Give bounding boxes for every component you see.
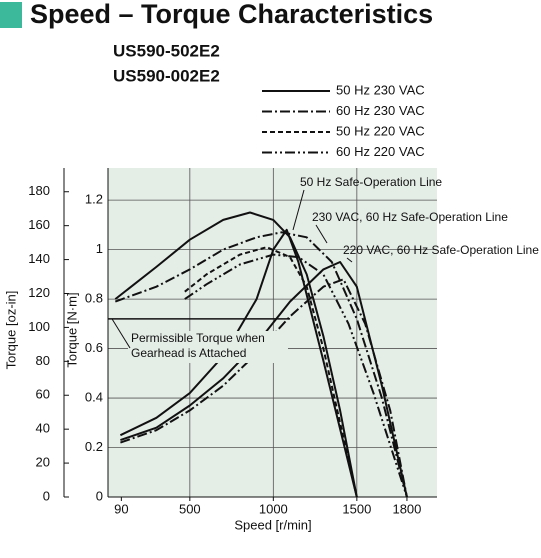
safe-line-label: 230 VAC, 60 Hz Safe-Operation Line xyxy=(312,210,508,224)
x-tick-label: 90 xyxy=(114,501,128,516)
y-tick-label: 0.8 xyxy=(85,291,103,306)
legend-label: 60 Hz 230 VAC xyxy=(336,103,425,118)
y2-tick-label: 120 xyxy=(28,285,50,300)
y-tick-label: 0.4 xyxy=(85,389,103,404)
series-line xyxy=(114,211,358,498)
safe-operation-line xyxy=(120,261,408,498)
leader-line xyxy=(111,318,131,349)
x-tick-label: 1800 xyxy=(392,501,421,516)
y2-tick-label: 40 xyxy=(36,421,50,436)
legend-label: 60 Hz 220 VAC xyxy=(336,144,425,159)
x-tick-label: 500 xyxy=(179,501,201,516)
leader-line xyxy=(315,224,328,244)
series-line xyxy=(184,253,408,498)
y2-tick-label: 140 xyxy=(28,251,50,266)
y2-tick-label: 60 xyxy=(36,387,50,402)
leader-line xyxy=(292,189,305,231)
legend-label: 50 Hz 230 VAC xyxy=(336,82,425,97)
series-line xyxy=(114,231,408,498)
y2-tick-label: 80 xyxy=(36,353,50,368)
y2-tick-label: 20 xyxy=(36,455,50,470)
safe-line-label: 50 Hz Safe-Operation Line xyxy=(300,175,442,189)
annotation: Permissible Torque when xyxy=(131,331,265,345)
safe-operation-line xyxy=(120,278,408,498)
y-tick-label: 1 xyxy=(96,241,103,256)
y2-tick-label: 0 xyxy=(43,488,50,503)
annotation: Gearhead is Attached xyxy=(131,346,246,360)
leader-line xyxy=(346,257,353,263)
y2-tick-label: 100 xyxy=(28,319,50,334)
series-line xyxy=(184,246,358,498)
legend-label: 50 Hz 220 VAC xyxy=(336,123,425,138)
y-axis-label: Torque [N·m] xyxy=(64,292,79,367)
model-name: US590-502E2 xyxy=(113,41,220,60)
y-tick-label: 0.2 xyxy=(85,439,103,454)
x-axis-label: Speed [r/min] xyxy=(234,517,311,532)
y-tick-label: 0.6 xyxy=(85,340,103,355)
safe-operation-line xyxy=(119,228,358,498)
x-tick-label: 1000 xyxy=(259,501,288,516)
model-name: US590-002E2 xyxy=(113,66,220,85)
y-tick-label: 1.2 xyxy=(85,192,103,207)
y2-axis-label: Torque [oz-in] xyxy=(3,291,18,370)
annotation-bg xyxy=(128,331,288,363)
y2-tick-label: 180 xyxy=(28,183,50,198)
title-marker xyxy=(0,2,22,28)
x-tick-label: 1500 xyxy=(342,501,371,516)
y-tick-label: 0 xyxy=(96,488,103,503)
chart-title: Speed – Torque Characteristics xyxy=(30,0,433,29)
y2-tick-label: 160 xyxy=(28,217,50,232)
safe-line-label: 220 VAC, 60 Hz Safe-Operation Line xyxy=(343,243,539,257)
